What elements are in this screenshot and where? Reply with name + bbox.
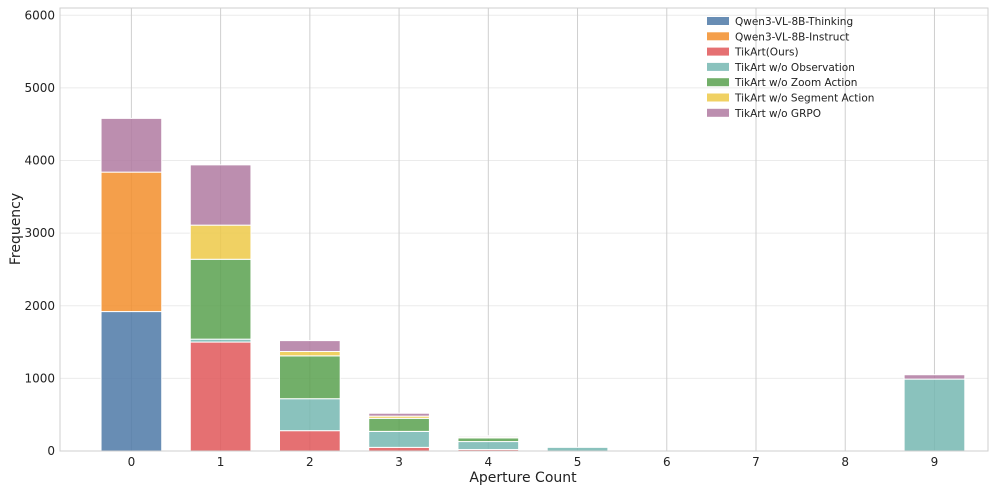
legend: Qwen3-VL-8B-Thinking Qwen3-VL-8B-Instruct… bbox=[707, 16, 874, 120]
x-tick-label: 1 bbox=[217, 455, 225, 469]
bar-segment bbox=[279, 351, 341, 357]
legend-label: TikArt w/o Zoom Action bbox=[734, 77, 857, 89]
y-axis-label: Frequency bbox=[8, 193, 24, 265]
x-tick-label: 6 bbox=[663, 455, 671, 469]
bar-segment bbox=[189, 164, 252, 226]
legend-label: TikArt w/o GRPO bbox=[734, 108, 821, 120]
x-tick-label: 9 bbox=[931, 455, 939, 469]
y-tick-label: 1000 bbox=[24, 371, 55, 385]
bar-segment bbox=[368, 412, 430, 417]
plot-border bbox=[59, 7, 989, 452]
bar-segment bbox=[100, 117, 163, 173]
x-tick-label: 2 bbox=[306, 455, 314, 469]
legend-label: TikArt w/o Segment Action bbox=[734, 93, 874, 105]
legend-label: Qwen3-VL-8B-Instruct bbox=[735, 31, 849, 43]
legend-item: Qwen3-VL-8B-Instruct bbox=[707, 31, 849, 43]
x-tick-label: 0 bbox=[128, 455, 136, 469]
bar-segment bbox=[457, 441, 520, 451]
legend-swatch bbox=[707, 78, 729, 87]
bar-segment bbox=[189, 224, 252, 260]
bar-segment bbox=[546, 446, 609, 452]
y-tick-label: 4000 bbox=[24, 154, 55, 168]
bar-segment bbox=[279, 355, 341, 400]
legend-label: Qwen3-VL-8B-Thinking bbox=[735, 16, 853, 28]
bar-segment bbox=[903, 378, 966, 452]
x-axis-label: Aperture Count bbox=[469, 470, 577, 486]
bar-segment bbox=[279, 398, 341, 432]
legend-swatch bbox=[707, 32, 729, 41]
y-tick-label: 5000 bbox=[24, 81, 55, 95]
legend-item: TikArt w/o Observation bbox=[707, 62, 855, 74]
bar-segment bbox=[368, 446, 430, 452]
y-tick-label: 0 bbox=[47, 444, 55, 458]
bar-segment bbox=[279, 340, 341, 353]
y-tick-label: 6000 bbox=[24, 8, 55, 22]
bar-segment bbox=[368, 430, 430, 448]
plot-frame bbox=[59, 7, 989, 452]
legend-swatch bbox=[707, 93, 729, 102]
x-tick-labels: 0 1 2 3 4 5 6 7 8 9 bbox=[128, 455, 939, 469]
legend-swatch bbox=[707, 62, 729, 71]
bar-segment bbox=[100, 311, 163, 452]
legend-label: TikArt(Ours) bbox=[734, 47, 799, 59]
x-tick-label: 3 bbox=[395, 455, 403, 469]
x-tick-label: 8 bbox=[841, 455, 849, 469]
legend-label: TikArt w/o Observation bbox=[734, 62, 855, 74]
bar-segment bbox=[903, 374, 966, 380]
x-tick-label: 4 bbox=[484, 455, 492, 469]
legend-swatch bbox=[707, 108, 729, 117]
legend-item: TikArt w/o Zoom Action bbox=[707, 77, 857, 89]
y-tick-labels: 0 1000 2000 3000 4000 5000 6000 bbox=[24, 8, 55, 458]
bar-segment bbox=[457, 435, 520, 438]
legend-swatch bbox=[707, 47, 729, 56]
bar-segment bbox=[279, 430, 341, 452]
x-tick-label: 7 bbox=[752, 455, 760, 469]
bar-segment bbox=[189, 341, 252, 452]
legend-item: TikArt(Ours) bbox=[707, 47, 799, 59]
bar-segment bbox=[189, 258, 252, 340]
bar-segment bbox=[457, 437, 520, 443]
bar-segment bbox=[100, 171, 163, 313]
bars bbox=[100, 117, 966, 452]
legend-swatch bbox=[707, 17, 729, 25]
bar-segment bbox=[368, 417, 430, 432]
x-tick-label: 5 bbox=[574, 455, 582, 469]
legend-item: TikArt w/o Segment Action bbox=[707, 93, 874, 105]
legend-item: TikArt w/o GRPO bbox=[707, 108, 821, 120]
legend-item: Qwen3-VL-8B-Thinking bbox=[707, 16, 853, 28]
y-tick-label: 3000 bbox=[24, 226, 55, 240]
y-tick-label: 2000 bbox=[24, 299, 55, 313]
